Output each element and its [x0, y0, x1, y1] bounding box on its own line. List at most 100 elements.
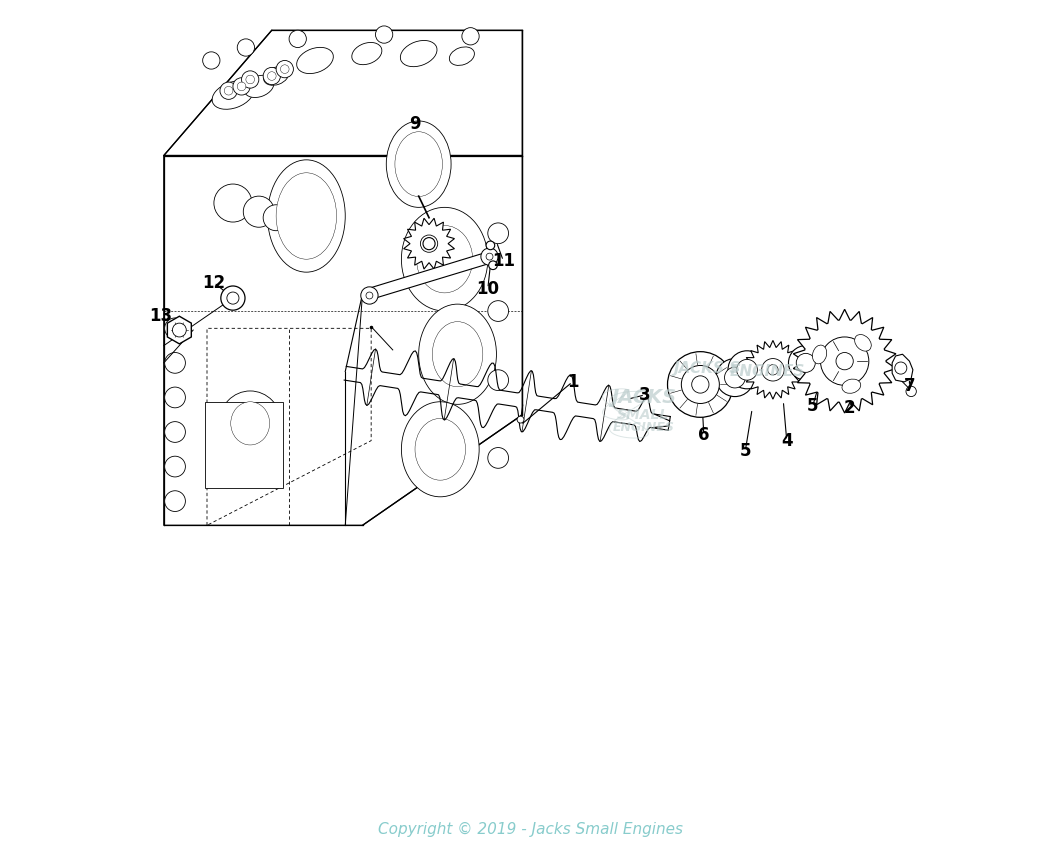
Circle shape — [220, 82, 237, 99]
Polygon shape — [164, 30, 523, 156]
Text: SMALL: SMALL — [617, 408, 669, 422]
Circle shape — [768, 365, 778, 375]
Circle shape — [203, 52, 220, 69]
Polygon shape — [743, 340, 802, 399]
Circle shape — [276, 60, 293, 78]
Circle shape — [376, 26, 393, 43]
Ellipse shape — [855, 334, 871, 351]
Ellipse shape — [395, 132, 443, 196]
Polygon shape — [404, 219, 455, 269]
Circle shape — [213, 184, 252, 222]
Circle shape — [366, 292, 373, 299]
Text: 4: 4 — [781, 432, 792, 449]
Circle shape — [486, 241, 495, 250]
Circle shape — [241, 71, 259, 88]
Circle shape — [487, 223, 509, 244]
Ellipse shape — [842, 379, 860, 393]
Ellipse shape — [387, 121, 451, 207]
Ellipse shape — [418, 304, 496, 404]
Polygon shape — [168, 316, 191, 344]
Polygon shape — [164, 156, 523, 525]
Circle shape — [227, 292, 239, 304]
Text: 5: 5 — [807, 397, 819, 415]
Ellipse shape — [401, 207, 487, 311]
Circle shape — [172, 323, 186, 337]
Circle shape — [237, 82, 246, 91]
Text: 11: 11 — [492, 252, 515, 270]
Circle shape — [761, 359, 784, 381]
Text: ENGINES: ENGINES — [730, 364, 805, 379]
Circle shape — [821, 337, 869, 385]
Text: ENGINES: ENGINES — [613, 421, 674, 435]
Circle shape — [280, 65, 289, 73]
Circle shape — [237, 39, 255, 56]
Text: 7: 7 — [904, 378, 915, 395]
Ellipse shape — [401, 402, 479, 497]
Circle shape — [486, 253, 493, 260]
Circle shape — [289, 30, 306, 48]
Circle shape — [462, 28, 479, 45]
Text: 9: 9 — [410, 116, 421, 133]
Polygon shape — [362, 251, 496, 301]
Circle shape — [487, 301, 509, 321]
Text: Copyright © 2019 - Jacks Small Engines: Copyright © 2019 - Jacks Small Engines — [378, 822, 684, 837]
Circle shape — [165, 456, 186, 477]
Text: 5: 5 — [739, 442, 751, 460]
Circle shape — [906, 386, 917, 397]
Ellipse shape — [415, 418, 465, 480]
Ellipse shape — [263, 67, 289, 86]
Ellipse shape — [416, 226, 473, 293]
Text: 12: 12 — [203, 274, 225, 291]
Circle shape — [165, 353, 186, 373]
Circle shape — [233, 78, 251, 95]
Circle shape — [221, 286, 245, 310]
Ellipse shape — [212, 81, 254, 109]
Ellipse shape — [276, 173, 337, 259]
Circle shape — [246, 75, 255, 84]
Circle shape — [481, 248, 498, 265]
FancyBboxPatch shape — [205, 402, 284, 488]
Circle shape — [724, 367, 746, 388]
Circle shape — [737, 359, 757, 380]
Circle shape — [263, 205, 289, 231]
Circle shape — [224, 86, 233, 95]
Circle shape — [487, 448, 509, 468]
Circle shape — [423, 238, 435, 250]
Circle shape — [727, 351, 766, 389]
Text: 1: 1 — [567, 373, 578, 391]
Circle shape — [361, 287, 378, 304]
Circle shape — [489, 261, 497, 270]
Circle shape — [268, 72, 276, 80]
Text: 3: 3 — [639, 386, 651, 403]
Ellipse shape — [812, 345, 826, 364]
Ellipse shape — [268, 160, 345, 272]
Circle shape — [165, 422, 186, 442]
Circle shape — [165, 387, 186, 408]
Ellipse shape — [230, 402, 270, 445]
Ellipse shape — [449, 47, 475, 66]
Circle shape — [691, 376, 709, 393]
Text: JACKS S: JACKS S — [673, 361, 741, 377]
Circle shape — [487, 370, 509, 391]
Ellipse shape — [400, 41, 438, 67]
Text: JACKS: JACKS — [611, 388, 675, 407]
Ellipse shape — [296, 48, 333, 73]
Circle shape — [165, 491, 186, 511]
Circle shape — [836, 353, 853, 370]
Circle shape — [517, 416, 524, 423]
Circle shape — [165, 318, 186, 339]
Circle shape — [243, 196, 274, 227]
Ellipse shape — [219, 391, 281, 456]
Circle shape — [682, 365, 719, 403]
Polygon shape — [892, 354, 913, 382]
Ellipse shape — [352, 42, 382, 65]
Text: 10: 10 — [476, 280, 499, 297]
Circle shape — [716, 359, 754, 397]
Circle shape — [668, 352, 733, 417]
Text: 2: 2 — [843, 399, 855, 416]
Ellipse shape — [432, 321, 483, 387]
Circle shape — [788, 346, 823, 380]
Polygon shape — [793, 309, 896, 413]
Circle shape — [796, 353, 816, 372]
Circle shape — [263, 67, 280, 85]
